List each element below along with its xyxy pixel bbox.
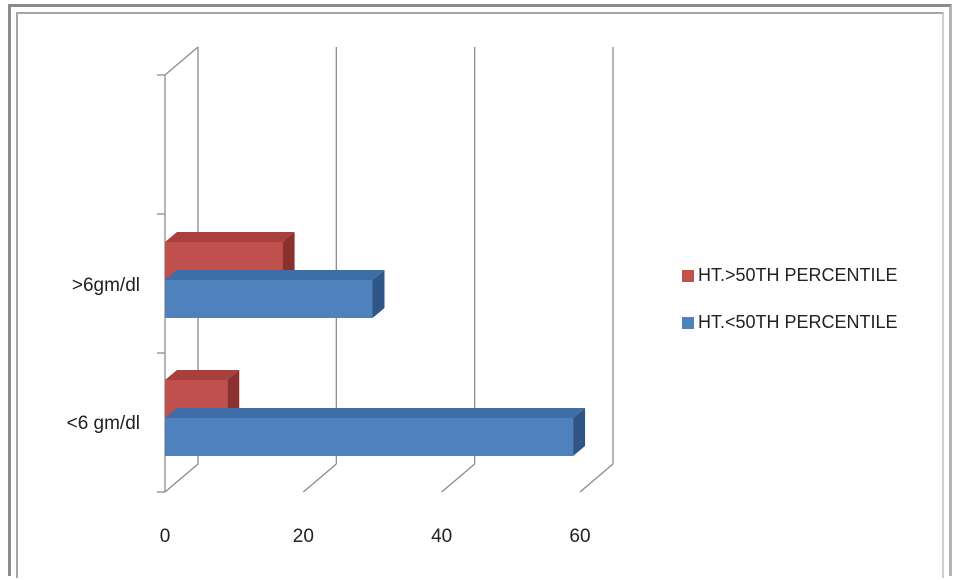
bar-top-face (165, 270, 385, 280)
bar-top-face (165, 232, 295, 242)
legend-entry-0: HT.>50TH PERCENTILE (682, 265, 898, 285)
y-category-label-1: >6gm/dl (72, 275, 140, 296)
floor-line-0 (164, 463, 199, 493)
floor-line-40 (441, 463, 476, 493)
x-tick-label-40: 40 (431, 526, 452, 547)
x-tick-label-0: 0 (160, 526, 171, 547)
legend-label: HT.<50TH PERCENTILE (698, 312, 898, 332)
floor-line-60 (579, 463, 614, 493)
inner-border (16, 12, 944, 578)
legend-entry-1: HT.<50TH PERCENTILE (682, 312, 898, 332)
legend-swatch (682, 270, 694, 282)
bar-front-face (165, 280, 373, 318)
bar-front-face (165, 418, 574, 456)
bar-side-face (372, 270, 385, 318)
bar-side-face (573, 408, 586, 456)
outer-border (8, 4, 952, 576)
legend-swatch (682, 317, 694, 329)
legend: HT.>50TH PERCENTILE HT.<50TH PERCENTILE (682, 265, 898, 332)
left-wall-top-edge (164, 46, 199, 76)
bar-ht-50th-percentile-cat1 (165, 270, 385, 318)
x-tick-label-20: 20 (293, 526, 314, 547)
legend-label: HT.>50TH PERCENTILE (698, 265, 898, 285)
bar-top-face (165, 408, 586, 418)
labels-layer: 0 20 40 60 <6 gm/dl >6gm/dl (67, 275, 591, 547)
floor-line-20 (302, 463, 337, 493)
x-tick-label-60: 60 (569, 526, 590, 547)
bar-ht-50th-percentile-cat0 (165, 408, 586, 456)
y-category-label-0: <6 gm/dl (67, 413, 140, 434)
bar-top-face (165, 370, 240, 380)
bar-side-face (227, 370, 240, 418)
bars-layer (165, 232, 586, 456)
bar-side-face (282, 232, 295, 280)
